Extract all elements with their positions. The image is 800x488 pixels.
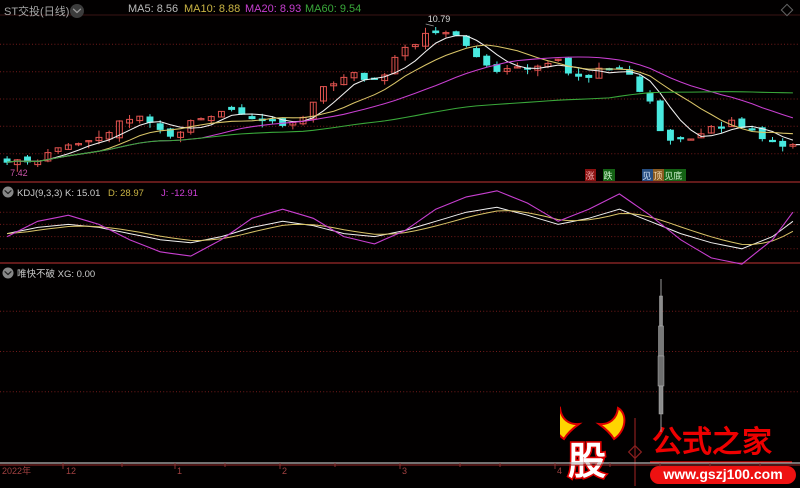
svg-text:D: 28.97: D: 28.97 xyxy=(108,188,144,199)
svg-text:3: 3 xyxy=(402,466,407,476)
svg-text:7.42: 7.42 xyxy=(10,168,28,178)
svg-text:10.79: 10.79 xyxy=(428,14,451,24)
svg-text:唯快不破 XG: 0.00: 唯快不破 XG: 0.00 xyxy=(17,268,95,280)
svg-text:见底: 见底 xyxy=(664,170,682,181)
svg-text:1: 1 xyxy=(177,466,182,476)
svg-text:2: 2 xyxy=(282,466,287,476)
svg-text:见: 见 xyxy=(642,171,651,181)
svg-text:涨: 涨 xyxy=(586,171,595,181)
svg-text:2022年: 2022年 xyxy=(2,465,31,476)
svg-text:KDJ(9,3,3) K: 15.01: KDJ(9,3,3) K: 15.01 xyxy=(17,188,100,199)
svg-text:12: 12 xyxy=(66,466,76,476)
svg-text:顶: 顶 xyxy=(653,171,662,181)
svg-text:4: 4 xyxy=(557,466,562,476)
svg-text:J: -12.91: J: -12.91 xyxy=(161,188,198,199)
svg-text:跌: 跌 xyxy=(604,171,613,181)
